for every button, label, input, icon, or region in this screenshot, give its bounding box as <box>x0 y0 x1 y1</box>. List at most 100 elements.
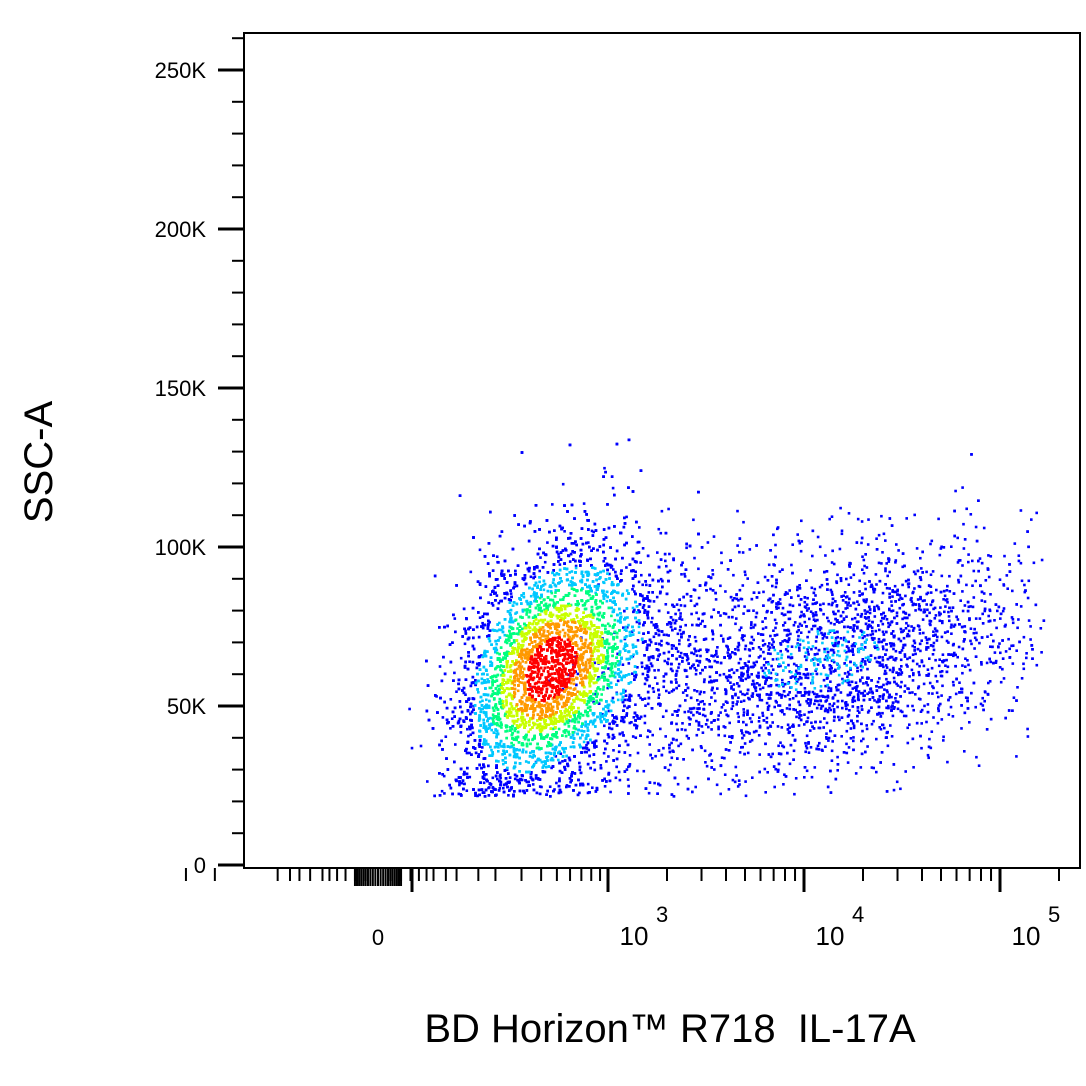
event-dot <box>995 626 998 630</box>
event-dot <box>746 664 749 668</box>
event-dot <box>473 747 477 750</box>
event-dot <box>943 631 947 634</box>
event-dot <box>860 612 864 616</box>
event-dot <box>445 718 449 722</box>
event-dot <box>593 768 597 772</box>
event-dot <box>791 675 794 678</box>
event-dot <box>486 624 490 628</box>
event-dot <box>1004 623 1007 627</box>
event-dot <box>816 744 820 748</box>
event-dot <box>803 600 807 604</box>
event-dot <box>615 724 619 727</box>
event-dot <box>496 584 500 587</box>
event-dot <box>921 618 925 621</box>
event-dot <box>849 737 853 740</box>
event-dot <box>705 648 708 651</box>
event-dot <box>706 718 709 722</box>
event-dot <box>758 724 762 728</box>
event-dot <box>960 691 964 694</box>
event-dot <box>711 632 715 636</box>
event-dot <box>588 545 591 549</box>
event-dot <box>459 705 462 709</box>
event-dot <box>513 514 516 517</box>
event-dot <box>838 621 841 624</box>
event-dot <box>631 490 635 493</box>
event-dot <box>689 666 692 670</box>
event-dot <box>861 555 864 558</box>
event-dot <box>509 599 512 602</box>
event-dot <box>627 662 631 665</box>
event-dot <box>532 576 535 580</box>
event-dot <box>593 746 596 749</box>
event-dot <box>810 647 813 651</box>
event-dot <box>956 618 960 621</box>
event-dot <box>677 608 681 612</box>
event-dot <box>805 734 809 738</box>
event-dot <box>446 624 449 628</box>
event-dot <box>771 721 774 724</box>
event-dot <box>673 621 677 625</box>
event-dot <box>592 761 596 764</box>
event-dot <box>729 675 733 679</box>
event-dot <box>640 661 644 665</box>
event-dot <box>474 794 477 797</box>
event-dot <box>457 687 461 691</box>
event-dot <box>724 590 727 593</box>
event-dot <box>621 663 625 666</box>
event-dot <box>627 438 631 442</box>
event-dot <box>472 708 475 711</box>
event-dot <box>897 598 901 602</box>
event-dot <box>767 563 771 567</box>
event-dot <box>498 787 502 790</box>
event-dot <box>628 705 631 708</box>
event-dot <box>475 625 479 629</box>
event-dot <box>558 524 562 528</box>
event-dot <box>863 660 867 663</box>
event-dot <box>866 667 869 671</box>
event-dot <box>645 664 649 668</box>
event-dot <box>664 735 667 738</box>
event-dot <box>578 765 582 769</box>
event-dot <box>868 580 871 583</box>
event-dot <box>797 594 800 598</box>
event-dot <box>471 675 475 679</box>
event-dot <box>864 663 867 666</box>
event-dot <box>469 705 472 709</box>
event-dot <box>919 649 922 653</box>
event-dot <box>674 678 678 681</box>
event-dot <box>563 768 567 771</box>
event-dot <box>854 681 858 684</box>
event-dot <box>978 617 982 620</box>
event-dot <box>737 604 740 608</box>
event-dot <box>717 733 720 737</box>
event-dot <box>856 669 859 673</box>
event-dot <box>672 688 675 692</box>
event-dot <box>803 713 806 716</box>
event-dot <box>530 777 534 781</box>
event-dot <box>522 577 526 581</box>
event-dot <box>805 658 808 662</box>
event-dot <box>940 718 944 721</box>
event-dot <box>633 608 636 612</box>
event-dot <box>586 519 590 522</box>
event-dot <box>989 633 993 636</box>
event-dot <box>507 569 510 573</box>
event-dot <box>831 740 834 743</box>
event-dot <box>465 772 469 776</box>
event-dot <box>858 594 861 597</box>
event-dot <box>934 658 937 662</box>
event-dot <box>890 655 894 659</box>
event-dot <box>682 595 685 599</box>
event-dot <box>948 574 951 578</box>
event-dot <box>443 625 446 629</box>
event-dot <box>910 625 913 628</box>
event-dot <box>465 751 469 755</box>
event-dot <box>782 745 786 749</box>
event-dot <box>579 783 582 787</box>
event-dot <box>856 517 860 521</box>
event-dot <box>824 700 827 703</box>
event-dot <box>916 647 920 651</box>
event-dot <box>495 766 498 769</box>
event-dot <box>867 709 871 713</box>
event-dot <box>846 606 849 610</box>
